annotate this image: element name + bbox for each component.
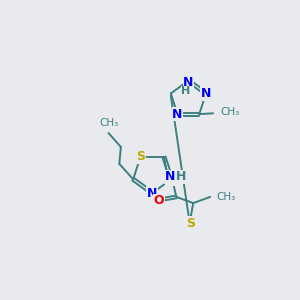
Text: N: N [147, 187, 158, 200]
Text: CH₃: CH₃ [221, 107, 240, 117]
Text: N: N [201, 87, 211, 100]
Text: H: H [182, 86, 191, 96]
Text: CH₃: CH₃ [216, 192, 236, 202]
Text: N: N [183, 76, 194, 89]
Text: O: O [153, 194, 164, 207]
Text: N: N [165, 170, 175, 183]
Text: N: N [166, 173, 176, 186]
Text: S: S [136, 150, 145, 164]
Text: H: H [176, 170, 186, 183]
Text: N: N [172, 108, 183, 121]
Text: CH₃: CH₃ [99, 118, 118, 128]
Text: S: S [186, 217, 195, 230]
